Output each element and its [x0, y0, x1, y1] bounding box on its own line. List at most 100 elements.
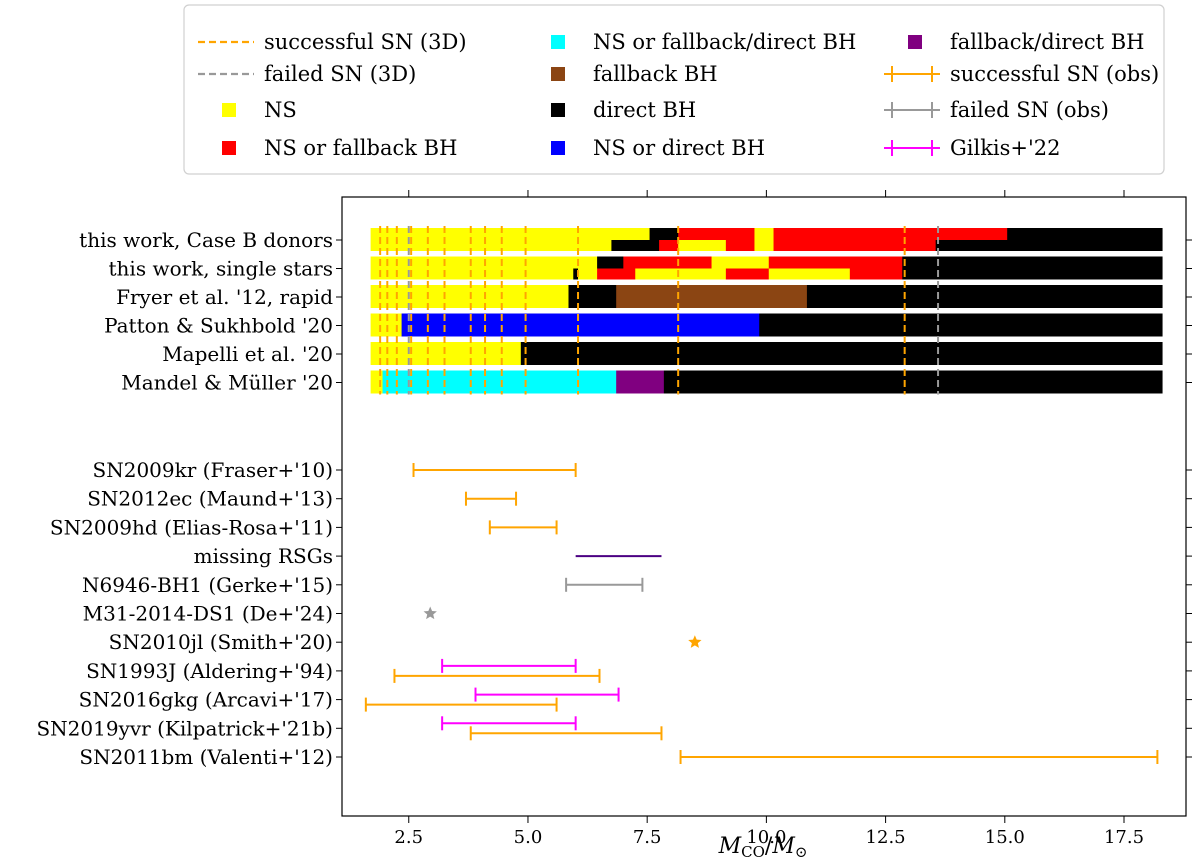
row-label: this work, single stars: [109, 257, 333, 281]
legend-item-fb: fallback BH: [551, 62, 718, 86]
legend-item-successful_3d: successful SN (3D): [198, 30, 467, 54]
model-bar-segment: [382, 370, 617, 383]
model-row-this-work-single-stars: [370, 256, 1163, 280]
observation-sn2016gkg-arcavi-17: [364, 687, 620, 712]
legend-square-swatch: [551, 103, 565, 117]
model-bar-segment: [370, 268, 574, 280]
row-label: SN2019yvr (Kilpatrick+'21b): [36, 716, 333, 740]
row-label: SN2011bm (Valenti+'12): [79, 745, 333, 769]
model-row-mapelli-et-al-20: [370, 342, 1163, 365]
legend-label: fallback/direct BH: [950, 30, 1145, 54]
model-bar-segment: [616, 297, 808, 308]
legend-label: NS or fallback BH: [264, 136, 457, 160]
x-axis-title-slash: /: [765, 834, 773, 859]
model-bar-segment: [370, 240, 612, 251]
observation-sn2012ec-maund-13: [464, 491, 518, 506]
observation-sn2009hd-elias-rosa-11: [488, 520, 558, 535]
model-bar-segment: [568, 285, 617, 297]
model-bar-segment: [754, 228, 774, 240]
model-bar-segment: [902, 268, 1163, 280]
observation-sn2010jl-smith-20: [688, 635, 702, 648]
legend-square-swatch: [222, 103, 236, 117]
observation-sn2009kr-fraser-10: [412, 463, 577, 477]
model-bar-segment: [616, 370, 665, 383]
model-bar-segment: [711, 256, 770, 269]
row-label: SN2012ec (Maund+'13): [87, 487, 333, 511]
legend-label: successful SN (3D): [264, 30, 467, 54]
legend-item-gilkis: Gilkis+'22: [884, 136, 1061, 160]
legend-item-fb_direct: fallback/direct BH: [908, 30, 1145, 54]
legend-square-swatch: [222, 141, 236, 155]
model-bar-segment: [659, 240, 679, 251]
row-label: Fryer et al. '12, rapid: [116, 285, 333, 309]
model-row-fryer-et-al-12-rapid: [370, 285, 1163, 308]
model-bar-segment: [849, 268, 903, 280]
model-bar-segment: [520, 342, 1163, 354]
model-bar-segment: [759, 313, 1163, 326]
observation-star-marker: [688, 635, 702, 648]
x-tick-label: 15.0: [985, 827, 1025, 848]
model-bar-segment: [616, 285, 808, 297]
legend-square-swatch: [551, 141, 565, 155]
model-bar-segment: [806, 297, 1163, 308]
model-bar-segment: [520, 354, 1163, 365]
legend-square-swatch: [551, 67, 565, 81]
x-axis-title-sub-sun: ⊙: [795, 843, 808, 861]
plot-frame: [341, 196, 1187, 817]
row-label: SN2010jl (Smith+'20): [109, 630, 333, 654]
row-label: SN2009hd (Elias-Rosa+'11): [50, 515, 333, 539]
legend-label: Gilkis+'22: [950, 136, 1061, 160]
model-row-mandel-m-ller-20: [370, 370, 1163, 394]
observation-m31-2014-ds1-de-24: [423, 606, 437, 620]
legend-label: failed SN (3D): [264, 62, 416, 86]
model-bar-segment: [768, 256, 903, 269]
model-bar-segment: [663, 370, 1163, 383]
model-bar-segment: [725, 240, 755, 251]
observation-sn2011bm-valenti-12: [679, 750, 1159, 764]
legend-item-direct: direct BH: [551, 98, 696, 122]
model-bar-segment: [370, 342, 522, 354]
legend-label: NS or direct BH: [593, 136, 765, 160]
model-bar-segment: [1007, 228, 1163, 240]
x-tick-label: 2.5: [394, 827, 423, 848]
legend-label: successful SN (obs): [950, 62, 1159, 86]
x-axis-title-m2: M: [771, 834, 795, 859]
observation-sn2019yvr-kilpatrick-21b: [441, 716, 663, 741]
model-bar-segment: [759, 325, 1163, 337]
legend-item-ns: NS: [222, 98, 297, 122]
legend-square-swatch: [551, 35, 565, 49]
model-bar-segment: [401, 325, 760, 337]
legend-item-failed_3d: failed SN (3D): [198, 62, 416, 86]
model-bar-segment: [935, 240, 1163, 251]
x-tick-label: 17.5: [1104, 827, 1144, 848]
x-axis-title-sub-co: CO: [741, 843, 765, 861]
axes: this work, Case B donors this work, singl…: [36, 190, 1192, 848]
model-bar-segment: [616, 382, 665, 394]
legend-label: direct BH: [593, 98, 696, 122]
model-bar-segment: [623, 256, 712, 269]
x-tick-label: 5.0: [514, 827, 543, 848]
legend-item-failed_obs: failed SN (obs): [884, 98, 1109, 122]
model-bar-segment: [902, 256, 1163, 269]
observation-sn1993j-aldering-94: [393, 658, 601, 683]
x-tick-label: 7.5: [633, 827, 662, 848]
model-bar-segment: [611, 240, 660, 251]
model-bar-segment: [370, 354, 522, 365]
row-label: missing RSGs: [194, 544, 333, 568]
model-bar-segment: [370, 285, 569, 297]
observation-star-marker: [423, 606, 437, 620]
legend-item-ns_fb_direct: NS or fallback/direct BH: [551, 30, 856, 54]
model-bar-segment: [768, 268, 851, 280]
legend-square-swatch: [908, 35, 922, 49]
model-bar-segment: [597, 268, 636, 280]
legend-item-ns_fb: NS or fallback BH: [222, 136, 457, 160]
x-tick-label: 10.0: [746, 827, 786, 848]
legend-label: failed SN (obs): [950, 98, 1109, 122]
row-label: N6946-BH1 (Gerke+'15): [82, 573, 333, 597]
model-bar-segment: [382, 382, 617, 394]
model-bar-segment: [663, 382, 1163, 394]
model-bar-segment: [754, 240, 774, 251]
legend-label: NS or fallback/direct BH: [593, 30, 856, 54]
model-row-patton-sukhbold-20: [370, 313, 1163, 337]
x-axis-title: MCO/M⊙: [718, 834, 808, 861]
